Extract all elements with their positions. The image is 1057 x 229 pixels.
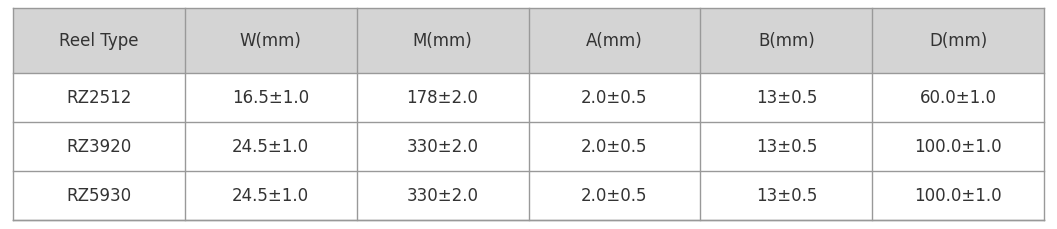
Text: A(mm): A(mm) (586, 32, 643, 50)
Text: 2.0±0.5: 2.0±0.5 (581, 186, 648, 204)
Text: D(mm): D(mm) (929, 32, 987, 50)
Text: RZ5930: RZ5930 (67, 186, 131, 204)
Text: 13±0.5: 13±0.5 (756, 138, 817, 155)
Text: Reel Type: Reel Type (59, 32, 138, 50)
Text: 2.0±0.5: 2.0±0.5 (581, 89, 648, 107)
Text: 24.5±1.0: 24.5±1.0 (233, 186, 309, 204)
Text: 13±0.5: 13±0.5 (756, 89, 817, 107)
Text: 330±2.0: 330±2.0 (407, 138, 479, 155)
Bar (13, 122, 1044, 171)
Text: 2.0±0.5: 2.0±0.5 (581, 138, 648, 155)
Text: M(mm): M(mm) (412, 32, 472, 50)
Text: B(mm): B(mm) (758, 32, 815, 50)
Text: 100.0±1.0: 100.0±1.0 (914, 138, 1002, 155)
Text: RZ3920: RZ3920 (66, 138, 131, 155)
Text: RZ2512: RZ2512 (66, 89, 131, 107)
Text: 13±0.5: 13±0.5 (756, 186, 817, 204)
Text: 24.5±1.0: 24.5±1.0 (233, 138, 309, 155)
Bar (13, 9, 1044, 74)
Bar (13, 74, 1044, 122)
Text: 330±2.0: 330±2.0 (407, 186, 479, 204)
Text: 16.5±1.0: 16.5±1.0 (233, 89, 309, 107)
Text: 60.0±1.0: 60.0±1.0 (920, 89, 997, 107)
Text: W(mm): W(mm) (240, 32, 301, 50)
Text: 178±2.0: 178±2.0 (407, 89, 479, 107)
Text: 100.0±1.0: 100.0±1.0 (914, 186, 1002, 204)
Bar (13, 171, 1044, 220)
